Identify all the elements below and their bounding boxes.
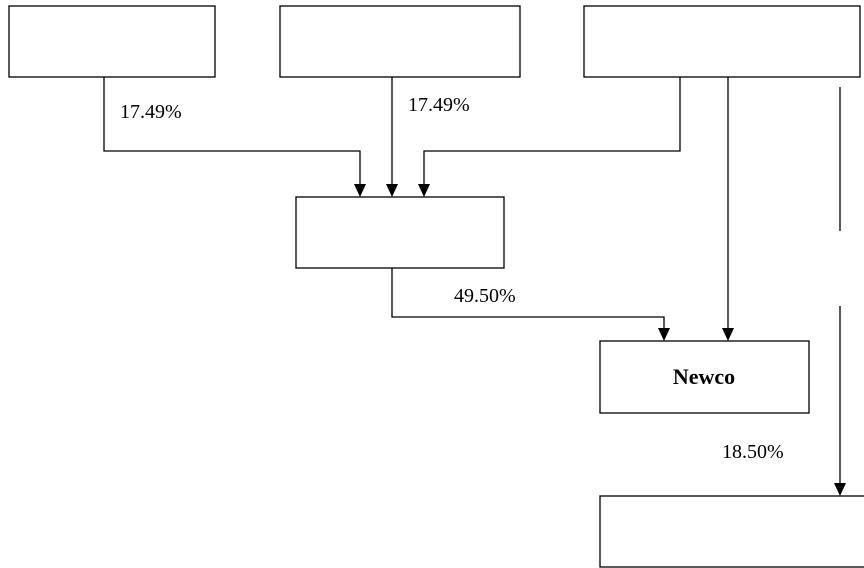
arrowhead-top-middle-to-middle	[386, 184, 398, 197]
edge-label-top-middle-to-middle: 17.49%	[408, 94, 470, 116]
edge-middle-to-newco	[391, 268, 665, 328]
arrowhead-top-right-to-middle	[418, 184, 430, 197]
box-newco-label: Newco	[673, 364, 735, 389]
box-top-left	[8, 5, 216, 78]
box-middle	[295, 196, 505, 269]
edge-label-middle-to-newco: 49.50%	[454, 285, 516, 307]
box-newco	[599, 340, 810, 414]
box-top-middle	[279, 5, 521, 78]
arrowhead-middle-to-newco	[658, 328, 670, 341]
edge-label-top-right-to-bottom-right: 18.50%	[722, 441, 784, 463]
edge-label-top-left-to-middle: 17.49%	[120, 101, 182, 123]
arrowhead-top-right-to-bottom-right	[834, 483, 846, 496]
edge-top-right-to-middle	[423, 77, 681, 184]
box-bottom-right	[599, 495, 864, 568]
arrowhead-top-right-to-newco	[722, 328, 734, 341]
box-top-right	[583, 5, 861, 78]
arrowhead-top-left-to-middle	[354, 184, 366, 197]
edge-top-left-to-middle	[103, 77, 361, 184]
